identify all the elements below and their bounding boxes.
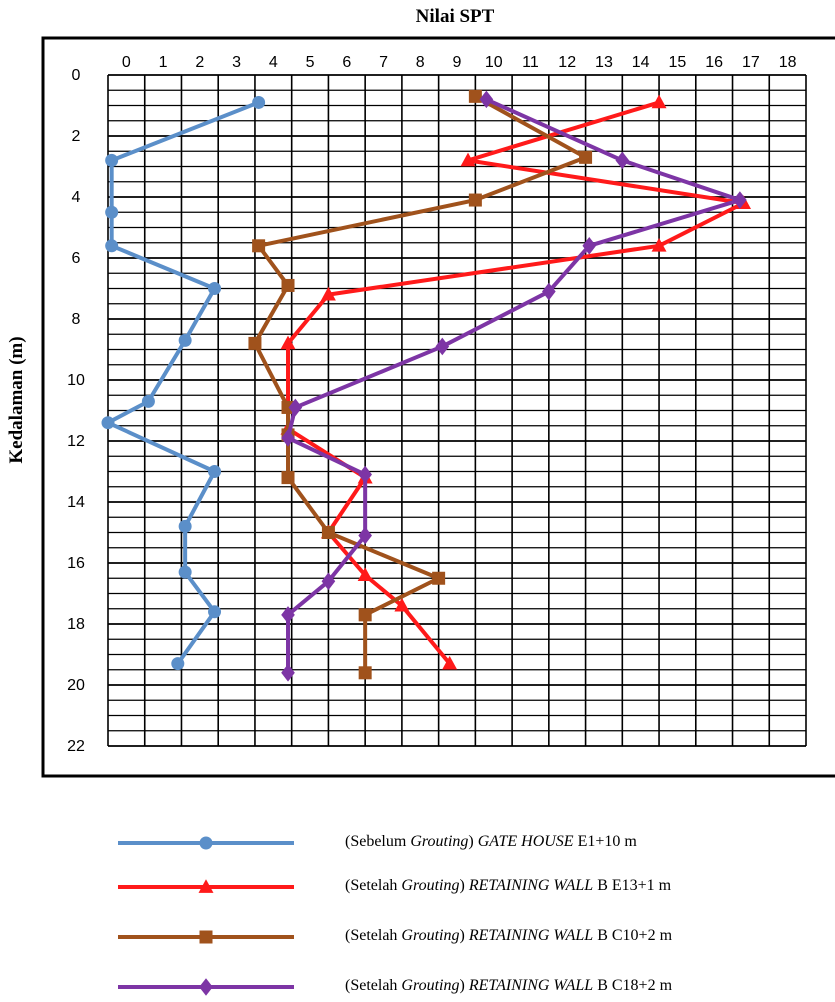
y-tick-labels: 0 2 4 6 8 10 12 14 16 18 20 22	[67, 67, 85, 755]
x-tick-label: 1	[159, 54, 168, 71]
y-tick-label: 18	[67, 616, 85, 633]
series-1	[101, 95, 266, 671]
data-point	[281, 471, 295, 485]
data-point	[208, 282, 222, 295]
data-point	[105, 153, 119, 167]
data-point	[101, 416, 115, 430]
data-point	[321, 526, 335, 539]
x-tick-label: 18	[779, 54, 797, 71]
y-tick-label: 2	[72, 128, 81, 145]
data-point	[320, 286, 336, 301]
data-point	[733, 191, 747, 209]
x-tick-label: 8	[416, 54, 425, 71]
x-tick-labels: 0 1 2 3 4 5 6 7 8 9 10 11 12 13 14 15 16 17 18	[122, 54, 797, 71]
data-point	[358, 526, 372, 545]
data-point	[460, 152, 476, 167]
data-point	[542, 282, 556, 301]
x-tick-label: 3	[232, 54, 241, 71]
data-point	[281, 606, 295, 624]
x-tick-label: 16	[705, 54, 723, 71]
data-point	[321, 572, 336, 591]
series-lines	[101, 89, 752, 682]
data-point	[468, 89, 482, 103]
data-point	[171, 657, 185, 671]
series-3	[248, 89, 593, 680]
data-point	[615, 151, 630, 170]
data-point	[435, 337, 450, 356]
x-tick-label: 6	[342, 54, 351, 71]
data-point	[357, 567, 373, 582]
y-tick-label: 10	[67, 372, 85, 389]
y-tick-label: 20	[67, 677, 85, 694]
x-tick-label: 10	[485, 54, 503, 71]
data-point	[288, 398, 303, 417]
data-point	[582, 237, 597, 255]
data-point	[208, 605, 222, 619]
x-tick-label: 15	[669, 54, 687, 71]
data-point	[281, 429, 295, 447]
x-tick-label: 4	[269, 54, 278, 71]
data-point	[208, 465, 222, 478]
y-tick-label: 22	[67, 738, 85, 755]
data-point	[432, 571, 446, 585]
data-point	[468, 193, 482, 207]
data-point	[178, 333, 192, 347]
y-tick-label: 12	[67, 433, 85, 450]
x-tick-label: 9	[453, 54, 462, 71]
series-4	[281, 90, 747, 682]
data-point	[479, 90, 494, 109]
y-tick-label: 0	[72, 67, 81, 84]
chart-title: Nilai SPT	[415, 6, 495, 27]
data-point	[358, 465, 372, 484]
data-point	[651, 238, 667, 252]
data-point	[252, 239, 266, 253]
x-tick-label: 2	[195, 54, 204, 71]
data-point	[105, 205, 119, 219]
y-axis-label: Kedalaman (m)	[6, 336, 27, 463]
data-point	[281, 278, 295, 292]
data-point	[252, 95, 266, 109]
x-tick-label: 0	[122, 54, 131, 71]
y-tick-label: 4	[72, 189, 81, 206]
x-tick-label: 17	[742, 54, 760, 71]
data-point	[280, 335, 296, 350]
x-tick-label: 13	[595, 54, 613, 71]
data-point	[105, 239, 119, 253]
data-point	[394, 597, 410, 612]
data-point	[579, 150, 593, 164]
data-point	[178, 519, 192, 533]
y-tick-label: 6	[72, 250, 81, 267]
data-point	[358, 666, 372, 680]
data-point	[248, 336, 262, 350]
x-tick-label: 5	[306, 54, 315, 71]
data-point	[442, 655, 458, 670]
data-point	[178, 565, 192, 579]
data-point	[651, 94, 667, 109]
data-point	[281, 664, 295, 682]
data-point	[141, 394, 155, 408]
data-point	[358, 608, 372, 622]
x-tick-label: 14	[632, 54, 650, 71]
x-tick-label: 11	[522, 54, 539, 71]
x-tick-label: 12	[558, 54, 576, 71]
x-tick-label: 7	[379, 54, 388, 71]
y-tick-label: 14	[67, 494, 85, 511]
y-tick-label: 8	[72, 311, 81, 328]
y-tick-label: 16	[67, 555, 85, 572]
